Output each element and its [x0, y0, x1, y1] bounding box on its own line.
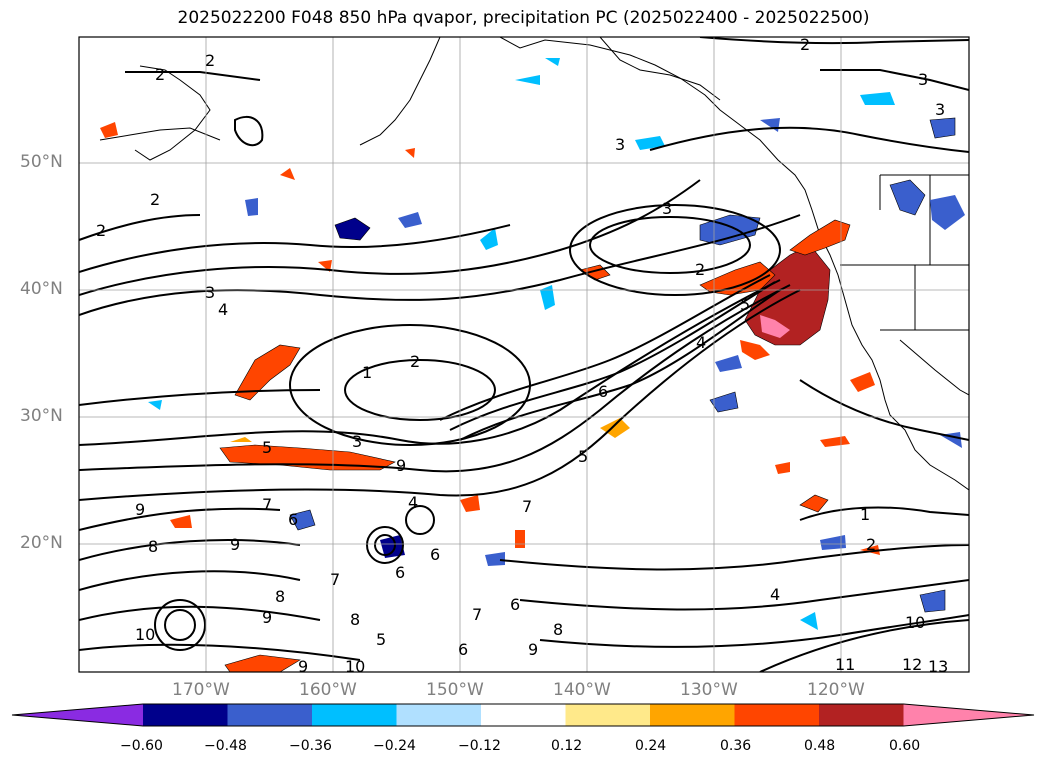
contour-label: 9 — [135, 500, 145, 519]
contour-label: 2 — [410, 352, 420, 371]
contour-label: 6 — [288, 510, 298, 529]
contour-label: 1 — [362, 363, 372, 382]
colorbar-bin — [312, 704, 397, 726]
contour-label: 6 — [598, 382, 608, 401]
contour-label: 5 — [578, 447, 588, 466]
contour-label: 8 — [553, 620, 563, 639]
precip-positive — [100, 122, 880, 672]
contour-label: 6 — [430, 545, 440, 564]
contour-label: 2 — [866, 535, 876, 554]
colorbar-bin — [819, 704, 904, 726]
lon-label-140w: 140°W — [553, 680, 611, 700]
contour-label: 9 — [298, 657, 308, 676]
lon-label-120w: 120°W — [807, 680, 865, 700]
contour-label: 8 — [148, 537, 158, 556]
colorbar-extend-max — [903, 704, 1034, 726]
contour-label: 4 — [696, 333, 706, 352]
lon-label-150w: 150°W — [426, 680, 484, 700]
contour-label: 10 — [905, 613, 925, 632]
qvapor-contours — [79, 37, 969, 672]
contour-label: 3 — [615, 135, 625, 154]
lat-label-30n: 30°N — [20, 406, 63, 426]
contour-label: 7 — [522, 497, 532, 516]
colorbar-tick: 0.12 — [551, 738, 583, 754]
contour-label: 3 — [935, 100, 945, 119]
lat-label-50n: 50°N — [20, 152, 63, 172]
contour-label: 11 — [835, 655, 855, 674]
colorbar-tick: −0.48 — [204, 738, 247, 754]
contour-label: 6 — [458, 640, 468, 659]
graticule — [79, 37, 969, 672]
contour-label: 6 — [395, 563, 405, 582]
lat-label-20n: 20°N — [20, 533, 63, 553]
contour-label: 2 — [800, 35, 810, 54]
contour-label: 4 — [408, 493, 418, 512]
colorbar-bin — [650, 704, 735, 726]
colorbar-tick: 0.24 — [635, 738, 667, 754]
contour-label: 5 — [376, 630, 386, 649]
contour-label: 2 — [205, 51, 215, 70]
contour-labels: 2 2 2 2 2 3 3 3 2 3 4 2 1 3 5 9 5 6 7 4 … — [96, 35, 948, 676]
map-frame — [78, 36, 970, 673]
contour-label: 9 — [230, 535, 240, 554]
contour-label: 10 — [135, 625, 155, 644]
contour-label: 3 — [205, 283, 215, 302]
contour-label: 13 — [928, 657, 948, 676]
colorbar-extend-min — [12, 704, 143, 726]
contour-label: 9 — [396, 456, 406, 475]
contour-label: 1 — [860, 505, 870, 524]
contour-label: 7 — [330, 570, 340, 589]
colorbar-tick: 0.36 — [720, 738, 752, 754]
map-title: 2025022200 F048 850 hPa qvapor, precipit… — [177, 8, 870, 28]
contour-label: 7 — [262, 495, 272, 514]
colorbar-tick: −0.60 — [120, 738, 163, 754]
colorbar-tick: −0.12 — [458, 738, 501, 754]
contour-label: 9 — [262, 608, 272, 627]
lon-label-160w: 160°W — [299, 680, 357, 700]
colorbar — [11, 703, 1035, 727]
contour-label: 12 — [902, 655, 922, 674]
contour-label: 7 — [472, 605, 482, 624]
lon-label-130w: 130°W — [680, 680, 738, 700]
colorbar-tick: −0.24 — [373, 738, 416, 754]
contour-label: 4 — [218, 300, 228, 319]
lon-label-170w: 170°W — [172, 680, 230, 700]
contour-label: 8 — [275, 587, 285, 606]
colorbar-tick: 0.60 — [889, 738, 921, 754]
coastline — [99, 37, 969, 491]
contour-label: 4 — [770, 585, 780, 604]
contour-label: 6 — [510, 595, 520, 614]
colorbar-bin — [396, 704, 482, 726]
colorbar-bin — [143, 704, 228, 726]
colorbar-tick: 0.48 — [804, 738, 836, 754]
contour-label: 2 — [96, 221, 106, 240]
contour-label: 8 — [350, 610, 360, 629]
contour-label: 5 — [262, 438, 272, 457]
lat-label-40n: 40°N — [20, 279, 63, 299]
colorbar-bin — [227, 704, 313, 726]
contour-label: 10 — [345, 657, 365, 676]
contour-label: 2 — [150, 190, 160, 209]
contour-label: 9 — [528, 640, 538, 659]
colorbar-bin — [734, 704, 820, 726]
contour-label: 2 — [155, 65, 165, 84]
colorbar-bin — [565, 704, 651, 726]
contour-label: 2 — [695, 260, 705, 279]
contour-label: 3 — [918, 70, 928, 89]
colorbar-tick: −0.36 — [289, 738, 332, 754]
contour-label: 3 — [352, 432, 362, 451]
colorbar-outline — [11, 703, 1035, 727]
map-panel: 2 2 2 2 2 3 3 3 2 3 4 2 1 3 5 9 5 6 7 4 … — [79, 35, 969, 676]
contour-label: 5 — [740, 295, 750, 314]
contour-label: 3 — [662, 199, 672, 218]
colorbar-bin — [481, 704, 566, 726]
